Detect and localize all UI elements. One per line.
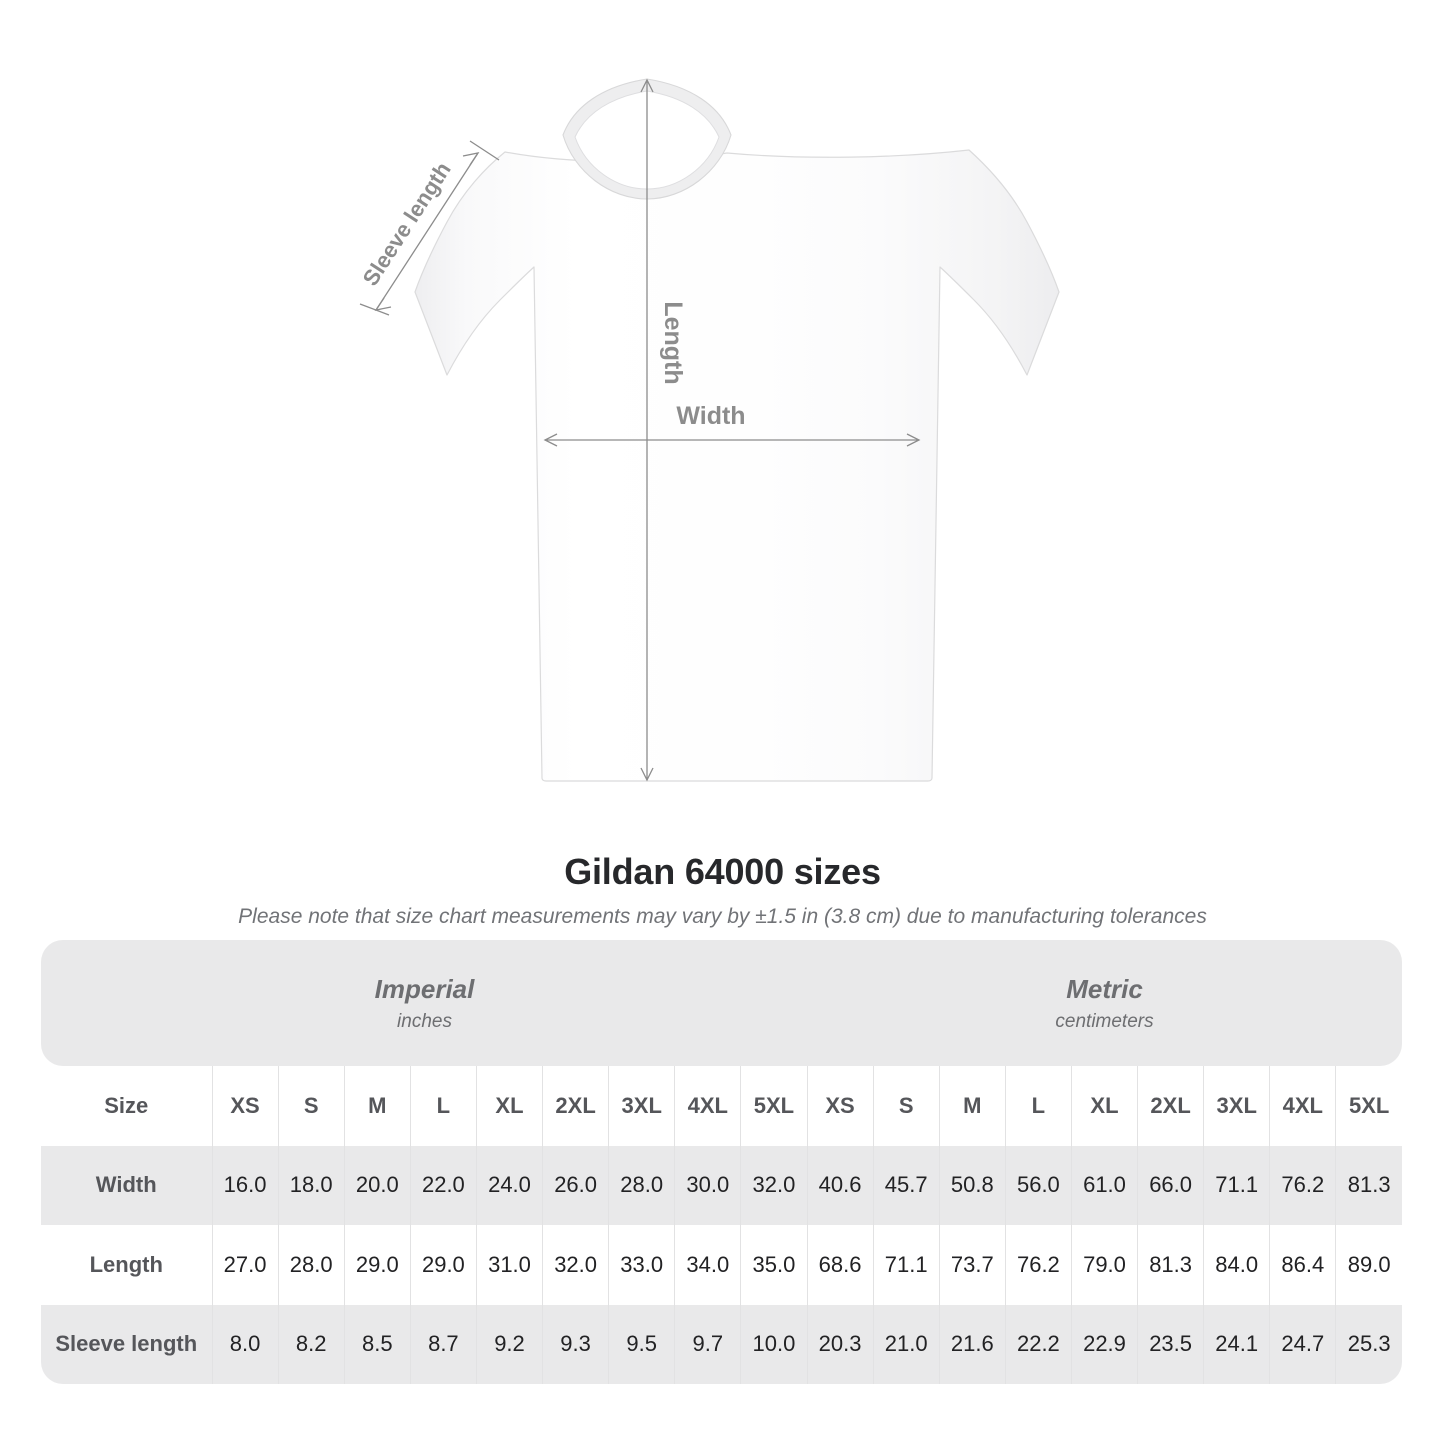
svg-text:Width: Width [676,402,745,430]
svg-text:Length: Length [659,301,687,384]
